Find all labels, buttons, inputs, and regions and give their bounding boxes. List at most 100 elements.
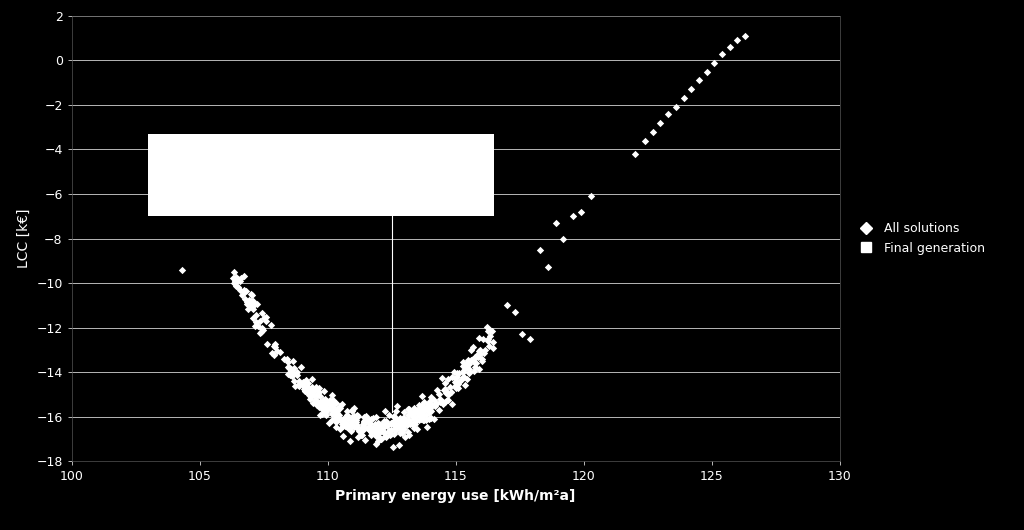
Point	[349, 411, 366, 419]
Point	[337, 421, 353, 429]
Point	[291, 382, 307, 391]
Point	[378, 417, 394, 425]
Point	[375, 423, 391, 432]
Point	[313, 404, 330, 412]
Point	[286, 364, 302, 373]
Point	[406, 420, 422, 429]
Point	[456, 373, 472, 382]
Point	[482, 325, 499, 334]
Point	[393, 421, 410, 430]
Point	[450, 369, 466, 377]
Point	[420, 402, 436, 411]
Point	[290, 381, 306, 390]
Point	[410, 416, 426, 424]
Point	[395, 419, 412, 428]
Point	[308, 390, 325, 399]
Point	[374, 423, 390, 432]
Point	[344, 420, 360, 428]
Point	[307, 385, 324, 393]
Point	[252, 316, 268, 325]
Point	[396, 432, 413, 441]
Point	[371, 432, 387, 440]
Point	[413, 403, 429, 412]
Point	[401, 404, 418, 413]
Point	[365, 414, 381, 422]
Point	[462, 356, 478, 364]
Point	[387, 422, 403, 430]
Point	[400, 431, 417, 440]
Point	[374, 427, 390, 435]
Point	[461, 360, 477, 368]
Point	[327, 399, 343, 408]
Point	[446, 374, 463, 383]
Point	[367, 419, 383, 428]
Point	[465, 356, 481, 365]
Point	[297, 387, 313, 395]
Point	[383, 426, 399, 435]
Point	[303, 375, 319, 383]
Point	[347, 416, 364, 425]
Point	[461, 369, 477, 377]
Point	[377, 432, 393, 441]
Point	[284, 372, 300, 380]
Point	[237, 294, 253, 303]
Point	[420, 400, 436, 409]
Point	[482, 332, 499, 340]
Point	[311, 400, 328, 409]
Point	[459, 375, 475, 384]
Point	[386, 420, 402, 429]
Point	[281, 364, 297, 372]
Point	[368, 413, 384, 421]
Point	[324, 400, 340, 408]
Point	[298, 376, 314, 385]
Point	[328, 415, 344, 423]
Point	[286, 357, 302, 365]
Point	[413, 403, 429, 412]
Point	[299, 387, 315, 395]
Point	[311, 398, 328, 406]
Point	[381, 427, 397, 435]
Point	[406, 414, 422, 423]
Point	[311, 384, 328, 392]
Point	[392, 429, 409, 437]
Point	[309, 391, 326, 400]
Point	[370, 423, 386, 431]
Point	[467, 363, 483, 371]
Point	[379, 422, 395, 430]
Bar	[148, 134, 495, 216]
Point	[250, 322, 266, 330]
Point	[368, 431, 384, 440]
Point	[343, 422, 359, 431]
Point	[329, 405, 345, 413]
Point	[236, 286, 252, 294]
Point	[294, 380, 310, 388]
Point	[480, 337, 497, 346]
Point	[346, 416, 362, 425]
Point	[369, 427, 385, 435]
Point	[312, 411, 329, 419]
Point	[424, 401, 440, 409]
Point	[461, 365, 477, 373]
Point	[323, 403, 339, 412]
Point	[485, 338, 502, 347]
Point	[313, 403, 330, 411]
Point	[475, 334, 492, 343]
Point	[331, 410, 347, 419]
Point	[400, 411, 417, 419]
Point	[321, 419, 337, 427]
Point	[432, 398, 449, 406]
Point	[311, 387, 328, 396]
Point	[422, 406, 438, 414]
Point	[316, 403, 333, 412]
Point	[407, 405, 423, 414]
Point	[317, 408, 334, 417]
Point	[420, 402, 436, 411]
Point	[455, 373, 471, 382]
Point	[295, 378, 311, 387]
Point	[392, 418, 409, 426]
Point	[373, 421, 389, 430]
Point	[370, 419, 386, 428]
Point	[378, 421, 394, 430]
Point	[421, 414, 437, 423]
Point	[364, 427, 380, 436]
